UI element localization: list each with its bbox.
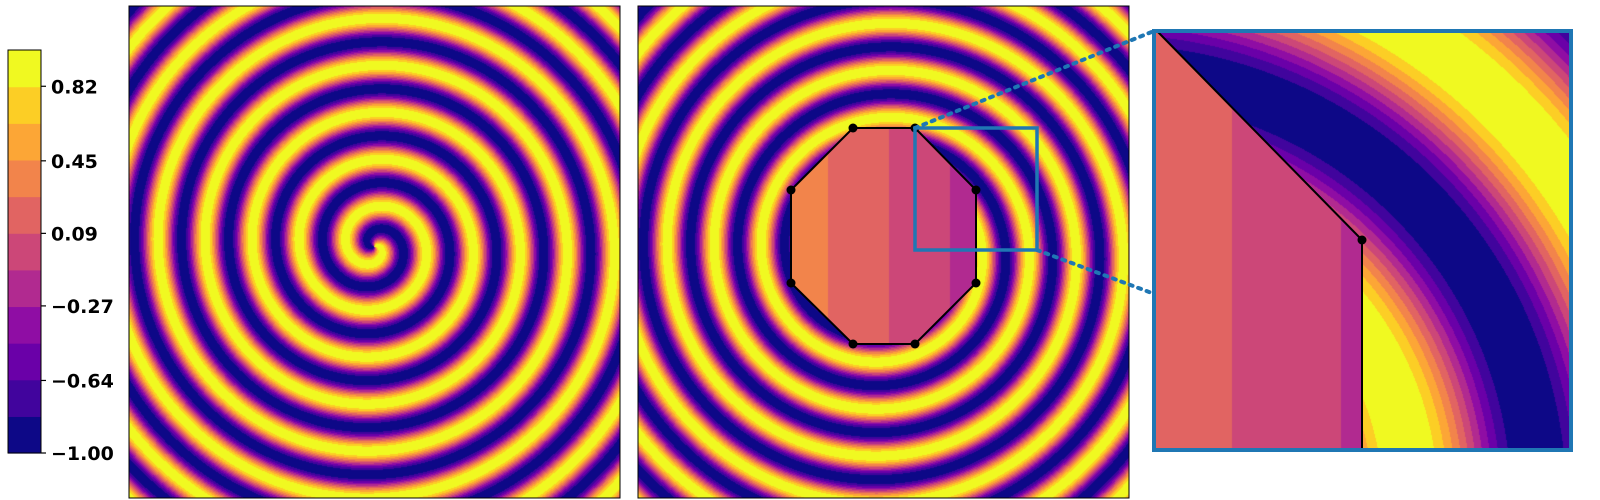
colorbar-tick-label: 0.09 (51, 223, 98, 245)
spiral-field-image (129, 6, 620, 498)
colorbar-ticks: 0.82 0.45 0.09 −0.27 −0.64 −1.00 (41, 76, 114, 465)
octagon-vertex (786, 185, 796, 195)
colorbar-band (8, 159, 41, 198)
zoom-octagon-vertex (1357, 235, 1367, 245)
panel-spiral-with-octagon (637, 5, 1130, 499)
colorbar-tick-label: 0.82 (51, 76, 98, 98)
zoom-connector-top (913, 29, 1156, 130)
colorbar-tick-label: 0.45 (51, 151, 98, 173)
colorbar-band (8, 196, 41, 234)
colorbar-tick-label: −0.64 (51, 370, 114, 392)
octagon-vertex (848, 123, 858, 133)
spiral-octagon-field-image (638, 6, 1129, 498)
panel-full-spiral (128, 5, 621, 499)
octagon-vertex (910, 339, 920, 349)
panel-frame (128, 5, 621, 499)
octagon-vertex (971, 278, 981, 288)
zoom-octagon-edge-diagonal (1156, 30, 1363, 241)
octagon-vertex (786, 278, 796, 288)
colorbar-band (8, 269, 41, 308)
colorbar-bands (8, 50, 41, 454)
colorbar: 0.82 0.45 0.09 −0.27 −0.64 −1.00 (7, 49, 114, 465)
colorbar-band (8, 86, 41, 124)
colorbar-band (8, 233, 41, 271)
colorbar-tick-label: −0.27 (51, 296, 114, 318)
octagon-vertex (848, 339, 858, 349)
zoom-region-box (913, 126, 1039, 252)
colorbar-band (8, 50, 41, 88)
colorbar-frame (7, 49, 42, 454)
colorbar-band (8, 343, 41, 381)
colorbar-tick-label: −1.00 (51, 443, 114, 465)
octagon-vertex (971, 185, 981, 195)
colorbar-band (8, 123, 41, 161)
colorbar-band (8, 306, 41, 344)
zoom-inset-frame (1152, 29, 1573, 452)
colorbar-band (8, 416, 41, 454)
colorbar-band (8, 379, 41, 417)
panel-zoom-inset (1152, 29, 1573, 452)
panel-frame (637, 5, 1130, 499)
